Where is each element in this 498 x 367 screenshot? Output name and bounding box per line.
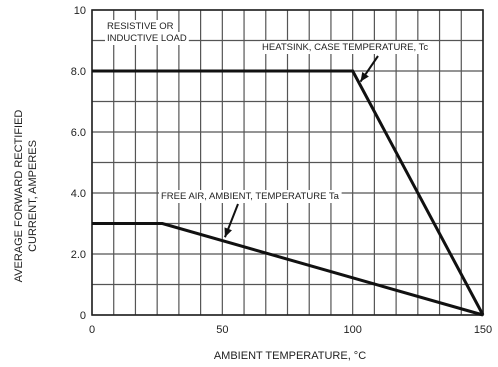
- arrow-heatsink-head: [360, 71, 369, 82]
- annotation-load-type-bg: [105, 20, 176, 33]
- annotation-load-type-bg: [105, 32, 189, 45]
- annotation-free-air-bg: [159, 190, 342, 203]
- y-tick-label: 2.0: [71, 249, 86, 261]
- series-line-free-air: [92, 222, 484, 317]
- y-tick-label: 0: [80, 310, 86, 322]
- annotation-load-type-text: INDUCTIVE LOAD: [107, 33, 187, 44]
- y-tick-label: 6.0: [71, 127, 86, 139]
- annotation-heatsink-text: HEATSINK, CASE TEMPERATURE, Tc: [262, 42, 428, 53]
- x-tick-label: 150: [474, 324, 492, 336]
- y-tick-label: 10: [74, 5, 86, 17]
- y-tick-label: 8.0: [71, 66, 86, 78]
- annotation-load-type-text: RESISTIVE OR: [107, 21, 174, 32]
- arrow-free-air-head: [224, 227, 232, 238]
- x-tick-label: 0: [89, 324, 95, 336]
- x-axis-title: AMBIENT TEMPERATURE, °C: [214, 350, 366, 362]
- x-tick-label: 100: [343, 324, 361, 336]
- series-line-heatsink: [92, 69, 485, 316]
- annotation-heatsink-bg: [260, 41, 431, 54]
- y-tick-label: 4.0: [71, 188, 86, 200]
- x-tick-label: 50: [216, 324, 228, 336]
- grid-layer: [91, 9, 484, 316]
- annotation-free-air-text: FREE AIR, AMBIENT, TEMPERATURE Ta: [161, 191, 340, 202]
- y-axis-title-line1: AVERAGE FORWARD RECTIFIED: [13, 110, 25, 283]
- plot-frame: [91, 9, 484, 316]
- y-axis-title-line2: CURRENT, AMPERES: [27, 140, 39, 252]
- series-layer: [92, 69, 485, 317]
